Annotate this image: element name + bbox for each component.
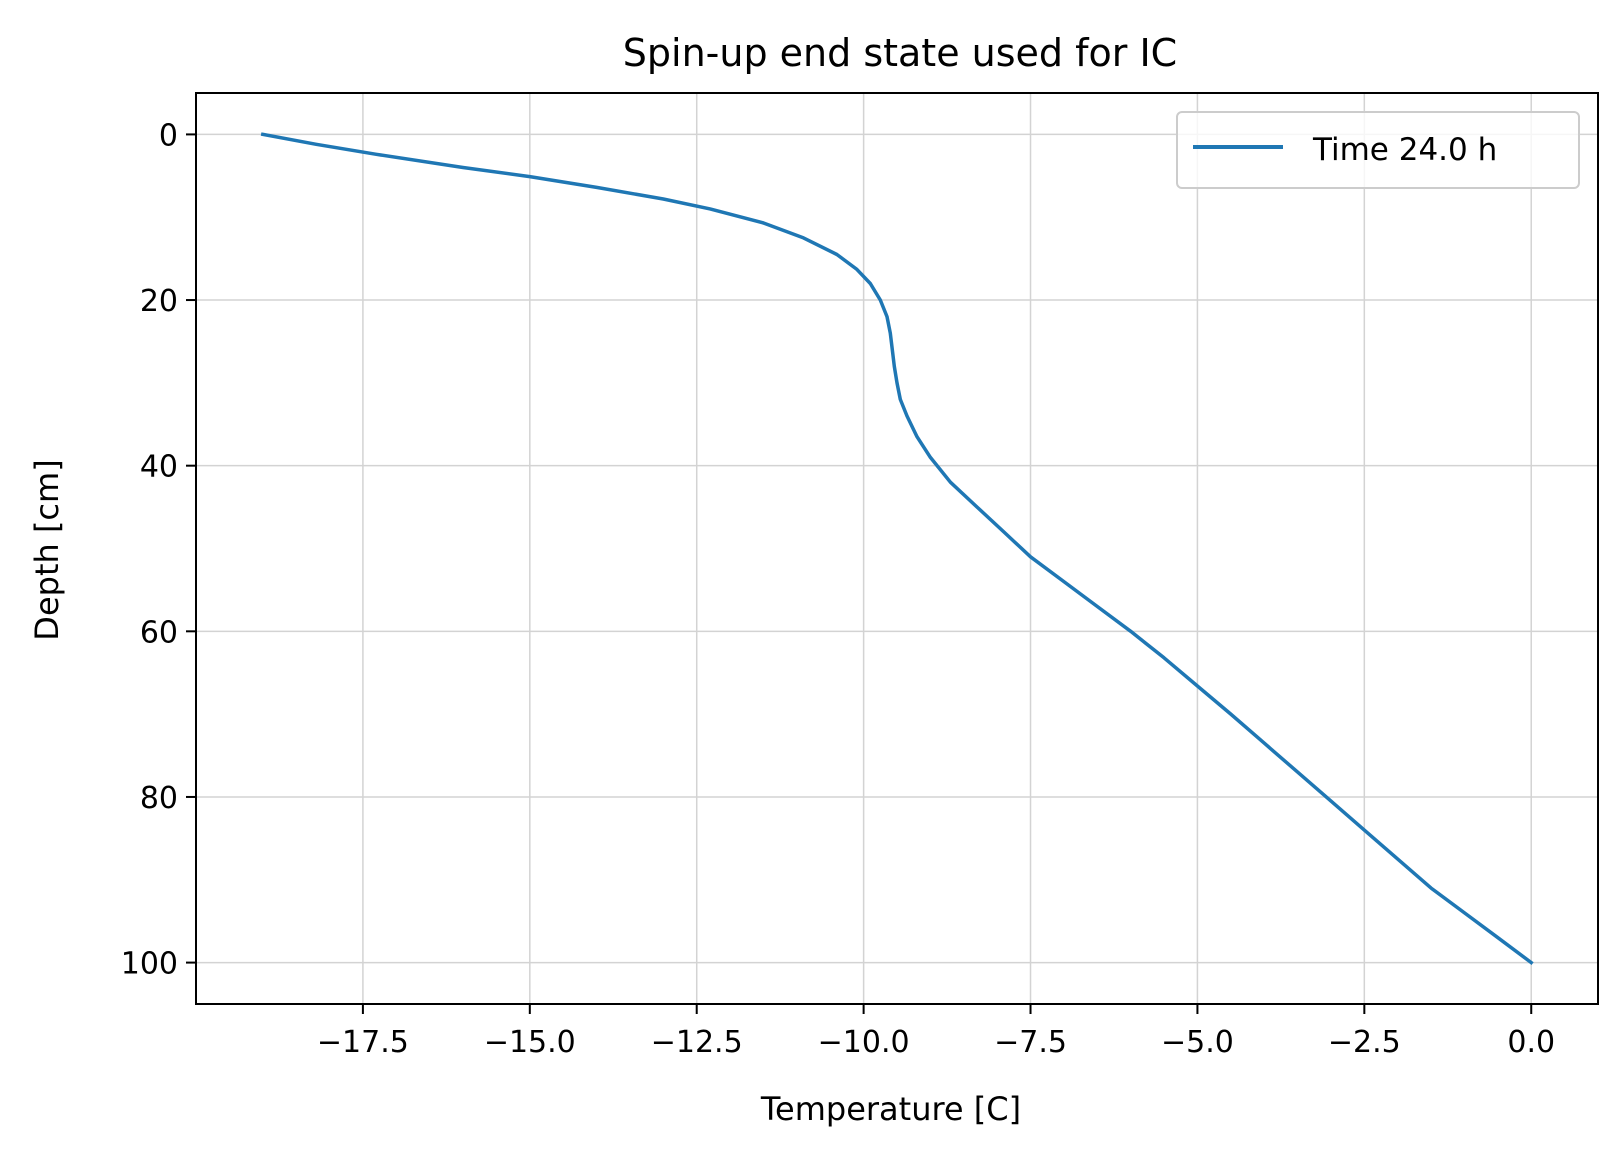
x-tick-label: −7.5 xyxy=(994,1025,1067,1060)
y-axis: 0 20 40 60 80 100 xyxy=(121,118,196,982)
x-axis: −17.5 −15.0 −12.5 −10.0 −7.5 −5.0 −2.5 0.0 xyxy=(317,1004,1555,1060)
x-tick-label: −17.5 xyxy=(317,1025,409,1060)
grid xyxy=(196,93,1598,1004)
legend: Time 24.0 h xyxy=(1176,111,1580,189)
chart-title: Spin-up end state used for IC xyxy=(623,31,1177,75)
y-tick-label: 20 xyxy=(140,284,178,319)
y-tick-label: 100 xyxy=(121,947,178,982)
x-tick-label: −12.5 xyxy=(651,1025,743,1060)
series-layer xyxy=(260,132,1534,966)
x-tick-label: −10.0 xyxy=(818,1025,910,1060)
x-tick-label: −15.0 xyxy=(484,1025,576,1060)
x-tick-label: −5.0 xyxy=(1161,1025,1234,1060)
series-line xyxy=(260,132,1534,966)
y-tick-label: 40 xyxy=(140,450,178,485)
x-tick-label: −2.5 xyxy=(1328,1025,1401,1060)
legend-label: Time 24.0 h xyxy=(1312,132,1497,168)
legend-box xyxy=(1176,111,1580,189)
y-tick-label: 0 xyxy=(159,118,178,153)
y-tick-label: 60 xyxy=(140,615,178,650)
y-tick-label: 80 xyxy=(140,781,178,816)
plot-frame xyxy=(195,92,1599,1005)
x-tick-label: 0.0 xyxy=(1507,1025,1555,1060)
x-axis-title: Temperature [C] xyxy=(760,1090,1021,1128)
y-axis-title: Depth [cm] xyxy=(28,459,66,640)
